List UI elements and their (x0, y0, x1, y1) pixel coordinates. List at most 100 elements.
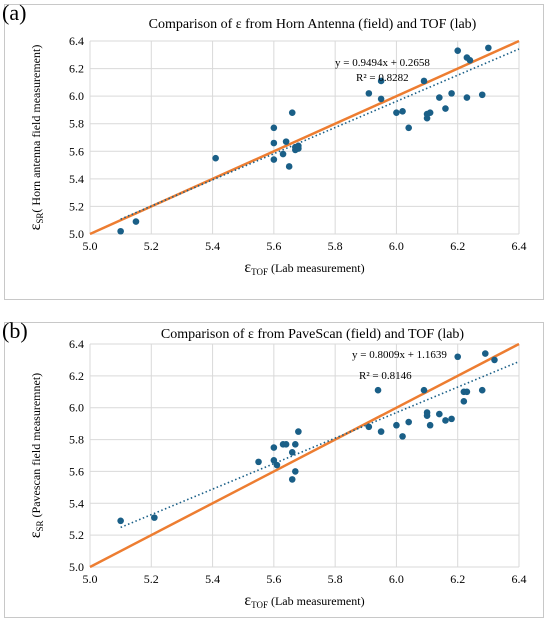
x-tick-label: 6.4 (512, 239, 527, 253)
y-tick-label: 5.6 (69, 144, 84, 158)
data-point (377, 77, 385, 85)
y-tick-label: 6.0 (69, 401, 84, 415)
data-point (460, 398, 468, 405)
y-tick-label: 5.2 (69, 199, 84, 213)
data-point (282, 441, 290, 448)
chart-frame (4, 4, 544, 300)
data-point (270, 444, 278, 451)
data-point (478, 386, 486, 394)
data-point (399, 108, 406, 115)
x-tick-label: 5.6 (266, 572, 281, 586)
data-point (436, 410, 443, 418)
identity-line (89, 342, 520, 569)
data-point (442, 105, 449, 112)
data-point (463, 94, 471, 101)
y-tick-label: 5.4 (69, 172, 84, 186)
data-point (426, 421, 434, 429)
data-point (393, 109, 400, 116)
data-point (478, 91, 486, 99)
data-point (288, 109, 296, 116)
data-point (132, 218, 140, 225)
data-point (442, 417, 449, 424)
data-point (288, 476, 296, 483)
data-point (399, 433, 406, 440)
x-tick-label: 6.2 (450, 239, 465, 253)
x-tick-label: 5.8 (328, 239, 343, 253)
data-point (466, 57, 474, 64)
y-tick-label: 6.0 (69, 89, 84, 103)
data-point (481, 350, 489, 357)
y-tick-label: 5.4 (69, 496, 84, 510)
x-tick-label: 5.6 (266, 239, 281, 253)
data-point (463, 388, 471, 396)
trendline-equation: y = 0.8009x + 1.1639 (352, 349, 447, 361)
data-point (255, 458, 262, 466)
data-point (377, 95, 385, 103)
x-tick-label: 5.2 (144, 239, 159, 253)
x-tick-label: 5.8 (328, 572, 343, 586)
x-tick-label: 5.0 (83, 239, 98, 253)
data-point (365, 90, 373, 97)
y-axis-label: εSR( Horn antenna field measurement) (27, 45, 45, 231)
y-axis-label: εSR (Pavescan field measuremnet) (27, 373, 45, 538)
y-tick-label: 5.6 (69, 464, 84, 478)
data-point (420, 77, 428, 85)
data-point (377, 428, 385, 435)
scatter-chart-a: Comparison of ε from Horn Antenna (field… (27, 17, 527, 277)
trendline (120, 48, 520, 220)
data-point (292, 468, 299, 475)
data-point (423, 409, 431, 416)
data-point (448, 90, 455, 97)
y-tick-label: 5.8 (69, 433, 84, 447)
data-point (117, 517, 124, 525)
data-point (279, 150, 287, 158)
x-tick-label: 5.0 (83, 572, 98, 586)
x-tick-label: 6.4 (512, 572, 527, 586)
data-point (282, 138, 290, 145)
data-point (285, 163, 293, 170)
data-point (405, 124, 412, 132)
x-axis-label: εTOF (Lab measurement) (244, 592, 364, 610)
data-point (405, 418, 412, 426)
x-tick-label: 5.4 (205, 572, 220, 586)
data-point (454, 353, 462, 361)
x-tick-label: 6.2 (450, 572, 465, 586)
data-point (393, 421, 400, 429)
y-tick-label: 5.0 (69, 560, 84, 574)
y-tick-label: 6.2 (69, 62, 84, 76)
trendline (120, 360, 520, 529)
y-tick-label: 5.2 (69, 528, 84, 542)
scatter-chart-b: Comparison of ε from PaveScan (field) an… (27, 327, 527, 610)
chart-panel-a: (a) Comparison of ε from Horn Antenna (f… (0, 0, 550, 310)
data-point (365, 423, 373, 431)
x-tick-label: 5.2 (144, 572, 159, 586)
data-point (292, 441, 299, 448)
data-point (270, 124, 278, 132)
data-point (295, 142, 302, 150)
x-axis-label: εTOF (Lab measurement) (244, 259, 364, 277)
panel-label: (a) (2, 0, 27, 25)
data-point (448, 415, 455, 423)
data-point (436, 94, 443, 101)
data-point (270, 139, 278, 147)
chart-panel-b: (b) Comparison of ε from PaveScan (field… (0, 318, 550, 628)
chart-frame (4, 322, 544, 618)
data-point (374, 386, 382, 394)
r-squared-label: R² = 0.8282 (356, 72, 409, 84)
y-tick-label: 6.4 (69, 34, 84, 48)
data-point (426, 109, 434, 116)
chart-title: Comparison of ε from Horn Antenna (field… (149, 17, 477, 32)
x-tick-label: 6.0 (389, 239, 404, 253)
y-tick-label: 5.0 (69, 227, 84, 241)
y-tick-label: 5.8 (69, 117, 84, 131)
trendline-equation: y = 0.9494x + 0.2658 (335, 57, 430, 69)
data-point (270, 456, 278, 464)
chart-title: Comparison of ε from PaveScan (field) an… (161, 327, 465, 342)
data-point (117, 227, 124, 235)
data-point (491, 356, 498, 364)
data-point (420, 386, 428, 394)
x-tick-label: 5.4 (205, 239, 220, 253)
data-point (273, 461, 281, 469)
data-point (270, 156, 278, 163)
panel-label: (b) (2, 318, 28, 343)
